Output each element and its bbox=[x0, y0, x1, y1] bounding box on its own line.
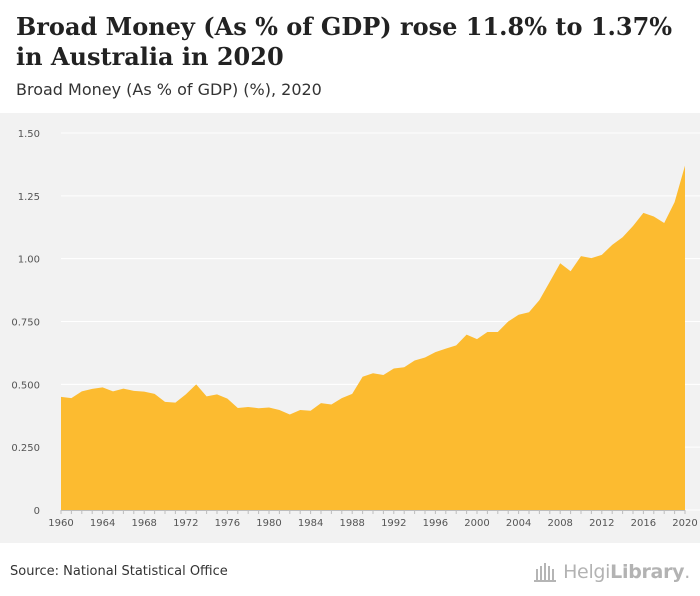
x-tick-label: 1988 bbox=[339, 518, 364, 529]
y-tick-label: 1.50 bbox=[18, 129, 40, 140]
x-tick-label: 1972 bbox=[173, 518, 198, 529]
x-tick-label: 2012 bbox=[589, 518, 614, 529]
x-tick-label: 2016 bbox=[631, 518, 656, 529]
logo-wordmark: HelgiLibrary. bbox=[563, 561, 690, 583]
y-tick-label: 1.00 bbox=[18, 255, 40, 266]
x-tick-label: 1984 bbox=[298, 518, 323, 529]
x-tick-label: 2004 bbox=[506, 518, 531, 529]
y-tick-label: 0.750 bbox=[11, 318, 40, 329]
area-fill bbox=[61, 165, 685, 511]
source-note: Source: National Statistical Office bbox=[10, 564, 228, 579]
y-tick-label: 0.500 bbox=[11, 380, 40, 391]
logo-text-light: Helgi bbox=[563, 561, 611, 583]
helgi-library-logo[interactable]: HelgiLibrary. bbox=[533, 559, 690, 585]
area-chart: 0 0.250 0.500 0.750 1.00 1.25 1.50 1960 1964 1968… bbox=[11, 129, 700, 529]
x-tick-label: 1964 bbox=[90, 518, 115, 529]
chart-footer: Source: National Statistical Office Helg… bbox=[0, 543, 700, 596]
x-tick-label: 2020 bbox=[672, 518, 697, 529]
x-tick-label: 1996 bbox=[423, 518, 448, 529]
x-tick-label: 1980 bbox=[256, 518, 281, 529]
area-series bbox=[60, 165, 686, 511]
logo-text-suffix: . bbox=[684, 561, 690, 583]
plot-area: 0 0.250 0.500 0.750 1.00 1.25 1.50 1960 1964 1968… bbox=[0, 113, 700, 543]
chart-header: Broad Money (As % of GDP) rose 11.8% to … bbox=[0, 0, 700, 113]
logo-text-bold: Library bbox=[610, 561, 685, 583]
library-building-icon bbox=[534, 563, 557, 582]
x-tick-label: 1968 bbox=[131, 518, 156, 529]
y-tick-label: 0 bbox=[34, 506, 40, 517]
x-tick-label: 1960 bbox=[48, 518, 73, 529]
x-tick-label: 2000 bbox=[464, 518, 489, 529]
y-tick-label: 0.250 bbox=[11, 443, 40, 454]
y-tick-label: 1.25 bbox=[18, 192, 40, 203]
x-tick-label: 2008 bbox=[547, 518, 572, 529]
chart-subtitle: Broad Money (As % of GDP) (%), 2020 bbox=[16, 80, 322, 99]
chart-title: Broad Money (As % of GDP) rose 11.8% to … bbox=[16, 12, 673, 71]
axes: 0 0.250 0.500 0.750 1.00 1.25 1.50 1960 1964 1968… bbox=[11, 129, 697, 529]
x-tick-label: 1992 bbox=[381, 518, 406, 529]
x-tick-label: 1976 bbox=[215, 518, 240, 529]
